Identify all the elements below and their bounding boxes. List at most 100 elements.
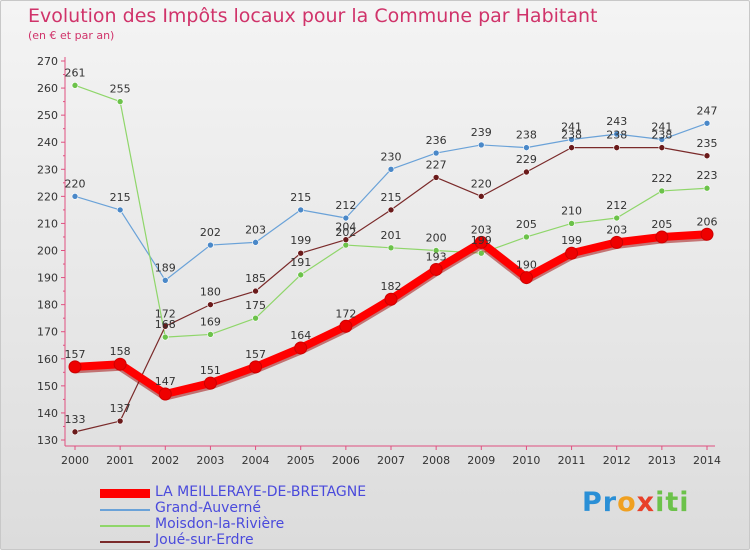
data-label: 151 xyxy=(200,364,221,377)
data-point xyxy=(207,331,214,338)
data-label: 223 xyxy=(697,169,718,182)
data-point xyxy=(658,187,666,195)
x-tick-label: 2007 xyxy=(377,454,405,467)
data-label: 202 xyxy=(335,226,356,239)
x-tick-label: 2011 xyxy=(558,454,586,467)
data-point xyxy=(700,227,714,241)
data-label: 261 xyxy=(65,66,86,79)
data-label: 243 xyxy=(606,115,627,128)
data-label: 204 xyxy=(335,221,356,234)
data-label: 164 xyxy=(290,329,311,342)
data-label: 229 xyxy=(516,153,537,166)
x-tick-label: 2008 xyxy=(422,454,450,467)
data-point xyxy=(161,322,169,330)
data-point xyxy=(523,144,530,151)
y-tick-label: 190 xyxy=(37,272,58,285)
data-label: 199 xyxy=(290,234,311,247)
data-point xyxy=(610,235,624,249)
chart-subtitle: (en € et par an) xyxy=(28,29,115,42)
y-tick-label: 240 xyxy=(37,136,58,149)
data-label: 235 xyxy=(697,137,718,150)
data-point xyxy=(432,149,440,157)
data-label: 215 xyxy=(290,191,311,204)
x-tick-label: 2006 xyxy=(332,454,360,467)
data-label: 222 xyxy=(651,172,672,185)
data-label: 182 xyxy=(381,280,402,293)
data-label: 220 xyxy=(471,177,492,190)
legend-label: Grand-Auverné xyxy=(155,500,262,516)
legend-label: Joué-sur-Erdre xyxy=(155,532,254,548)
data-point xyxy=(161,333,169,341)
data-point xyxy=(207,301,214,308)
data-label: 220 xyxy=(65,177,86,190)
y-tick-label: 200 xyxy=(37,245,58,258)
chart-axes: 130 140 150 160 170 180 190 200 210 220 230 240 250 2… xyxy=(37,55,721,467)
data-point xyxy=(342,241,350,249)
data-point xyxy=(703,152,711,160)
data-point xyxy=(252,239,259,246)
legend-label: Moisdon-la-Rivière xyxy=(155,516,285,532)
data-label: 193 xyxy=(426,250,447,263)
y-tick-label: 160 xyxy=(37,353,58,366)
data-point xyxy=(252,287,259,295)
data-label: 241 xyxy=(561,121,582,134)
data-point xyxy=(116,98,124,105)
data-point xyxy=(68,360,82,374)
data-label: 206 xyxy=(697,215,718,228)
data-point xyxy=(297,249,305,257)
chart-title: Evolution des Impôts locaux pour la Comm… xyxy=(28,5,598,27)
data-point xyxy=(294,341,308,355)
data-point xyxy=(387,165,395,173)
data-point xyxy=(474,235,488,249)
data-point xyxy=(158,387,172,401)
data-label: 199 xyxy=(471,234,492,247)
data-point xyxy=(297,206,305,214)
data-point xyxy=(523,233,530,241)
data-label: 205 xyxy=(516,218,537,231)
data-label: 168 xyxy=(155,318,176,331)
data-point xyxy=(655,230,669,244)
data-point xyxy=(113,357,127,371)
y-tick-label: 220 xyxy=(37,190,58,203)
data-point xyxy=(387,206,395,214)
proxiti-logo: Proxiti xyxy=(582,487,690,518)
data-label: 137 xyxy=(110,402,131,415)
logo-part-3: x xyxy=(636,487,656,518)
legend-swatch xyxy=(100,525,150,527)
data-point xyxy=(432,247,440,254)
data-point xyxy=(297,271,305,279)
data-label: 255 xyxy=(110,83,131,96)
data-point xyxy=(613,130,621,138)
logo-part-4: iti xyxy=(655,487,690,518)
data-label: 201 xyxy=(381,229,402,242)
data-point xyxy=(116,417,124,425)
data-label: 191 xyxy=(290,256,311,269)
data-point xyxy=(613,214,621,222)
series-layer xyxy=(68,82,714,436)
x-tick-label: 2014 xyxy=(693,454,721,467)
data-point xyxy=(429,262,443,276)
x-tick-label: 2009 xyxy=(467,454,495,467)
x-tick-label: 2013 xyxy=(648,454,676,467)
data-label: 203 xyxy=(606,223,627,236)
data-point xyxy=(71,428,79,436)
data-label: 227 xyxy=(426,158,447,171)
data-label: 203 xyxy=(245,223,266,236)
data-point xyxy=(523,168,530,176)
data-point xyxy=(703,119,711,127)
data-point xyxy=(568,136,575,143)
data-label: 202 xyxy=(200,226,221,239)
data-point xyxy=(339,319,353,333)
data-label: 180 xyxy=(200,286,221,299)
data-point xyxy=(477,193,485,200)
data-point xyxy=(565,246,579,260)
data-point xyxy=(387,244,395,252)
data-label: 210 xyxy=(561,204,582,217)
data-label: 203 xyxy=(471,223,492,236)
y-tick-label: 150 xyxy=(37,380,58,393)
data-label: 169 xyxy=(200,315,221,328)
data-point xyxy=(477,249,485,257)
data-label: 212 xyxy=(606,199,627,212)
